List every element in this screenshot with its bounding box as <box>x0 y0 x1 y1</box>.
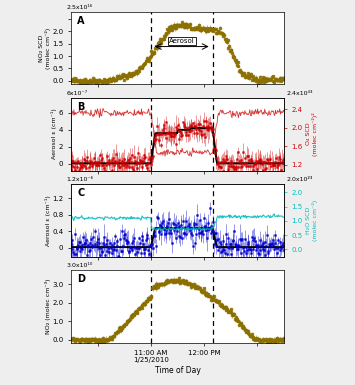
Y-axis label: NO₂ (molec cm⁻³): NO₂ (molec cm⁻³) <box>45 278 51 334</box>
Text: C: C <box>77 188 84 198</box>
Y-axis label: Aerosol ε (cm⁻¹): Aerosol ε (cm⁻¹) <box>45 195 51 246</box>
X-axis label: Time of Day: Time of Day <box>154 366 201 375</box>
Text: B: B <box>77 102 85 112</box>
Text: 2.5x10¹⁶: 2.5x10¹⁶ <box>67 5 93 10</box>
Y-axis label: Aerosol ε (cm⁻¹): Aerosol ε (cm⁻¹) <box>51 109 58 159</box>
Text: 6x10⁻⁷: 6x10⁻⁷ <box>67 91 88 96</box>
Text: Aerosol: Aerosol <box>169 38 195 44</box>
Y-axis label: H₂O SCD
(molec cm⁻²): H₂O SCD (molec cm⁻²) <box>306 199 318 241</box>
Text: 3.0x10¹⁰: 3.0x10¹⁰ <box>67 263 93 268</box>
Text: 2.0x10²³: 2.0x10²³ <box>286 177 312 182</box>
Text: 1.2x10⁻⁶: 1.2x10⁻⁶ <box>67 177 94 182</box>
Text: 2.4x10⁴³: 2.4x10⁴³ <box>286 91 313 96</box>
Y-axis label: NO₂ SCD
(molec cm⁻²): NO₂ SCD (molec cm⁻²) <box>39 27 51 69</box>
Y-axis label: O₄ SCD
(molec cm⁻²)²: O₄ SCD (molec cm⁻²)² <box>306 112 318 156</box>
Text: A: A <box>77 16 85 26</box>
Text: D: D <box>77 274 86 284</box>
